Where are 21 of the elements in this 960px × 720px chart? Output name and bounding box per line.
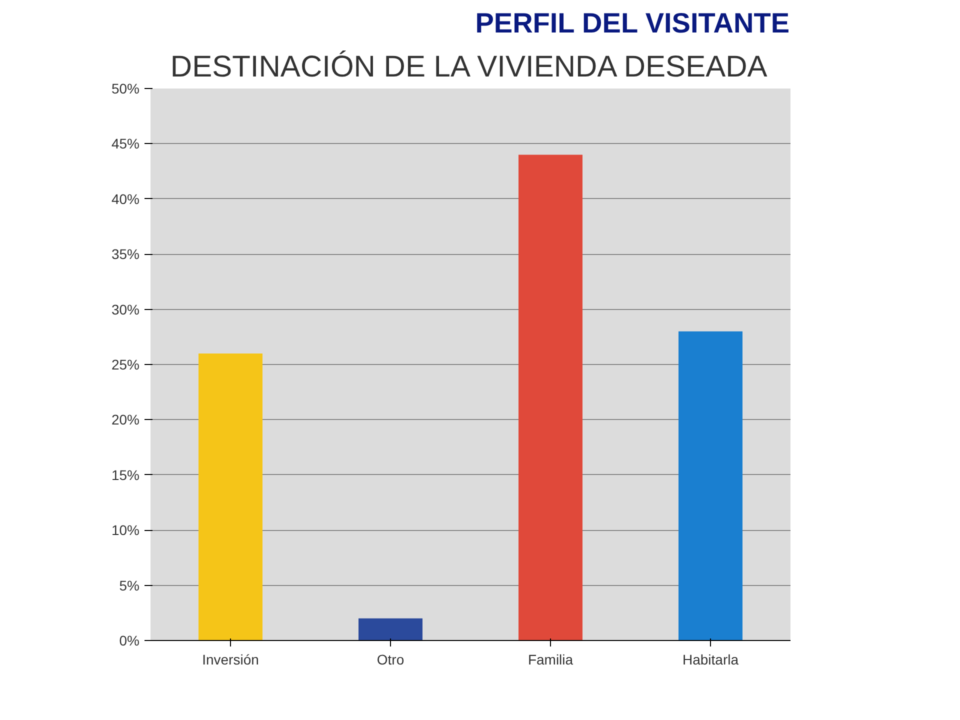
- y-tick-label: 35%: [111, 246, 140, 262]
- y-tick-label: 50%: [111, 80, 140, 96]
- bar: [358, 618, 422, 640]
- bar: [198, 353, 262, 640]
- x-tick-label: Familia: [528, 652, 574, 668]
- chart-subtitle: DESTINACIÓN DE LA VIVIENDA DESEADA: [170, 50, 768, 84]
- y-tick-label: 45%: [111, 136, 140, 152]
- y-tick-label: 20%: [111, 412, 140, 428]
- x-tick-label: Inversión: [202, 652, 259, 668]
- y-tick-label: 25%: [111, 356, 140, 372]
- x-tick-label: Otro: [376, 652, 404, 668]
- y-tick-label: 10%: [111, 522, 140, 538]
- bar: [518, 154, 582, 640]
- y-tick-label: 0%: [119, 632, 140, 648]
- y-tick-label: 40%: [111, 190, 140, 207]
- x-tick-label: Habitarla: [682, 652, 739, 668]
- y-tick-label: 15%: [111, 466, 140, 483]
- bar: [678, 331, 742, 640]
- chart-title: PERFIL DEL VISITANTE: [475, 8, 790, 38]
- y-tick-label: 5%: [119, 577, 140, 594]
- y-tick-label: 30%: [111, 301, 140, 318]
